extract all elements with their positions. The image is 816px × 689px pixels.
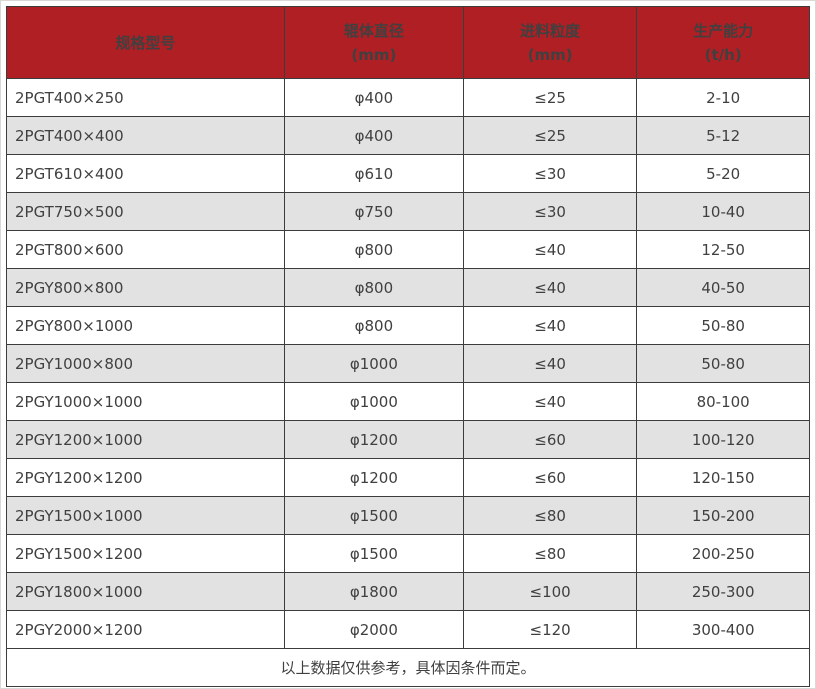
cell-capacity: 250-300 bbox=[636, 572, 810, 611]
cell-feed-size: ≤30 bbox=[462, 154, 638, 193]
cell-model: 2PGT610×400 bbox=[6, 154, 285, 193]
header-roller-diameter-unit: (mm) bbox=[351, 45, 397, 64]
cell-feed-size: ≤40 bbox=[462, 382, 638, 421]
cell-capacity: 5-12 bbox=[636, 116, 810, 155]
cell-model: 2PGY1500×1200 bbox=[6, 534, 285, 573]
table-row: 2PGY1500×1000 φ1500 ≤80 150-200 bbox=[6, 496, 810, 535]
table-row: 2PGY2000×1200 φ2000 ≤120 300-400 bbox=[6, 610, 810, 649]
cell-capacity: 40-50 bbox=[636, 268, 810, 307]
cell-feed-size: ≤60 bbox=[462, 420, 638, 459]
header-model: 规格型号 bbox=[6, 6, 285, 79]
cell-model: 2PGY800×1000 bbox=[6, 306, 285, 345]
header-row: 规格型号 辊体直径 (mm) 进料粒度 (mm) 生产能力 (t/h) bbox=[6, 6, 810, 79]
cell-model: 2PGT400×400 bbox=[6, 116, 285, 155]
cell-roller-diameter: φ400 bbox=[283, 116, 464, 155]
table-row: 2PGY1800×1000 φ1800 ≤100 250-300 bbox=[6, 572, 810, 611]
cell-roller-diameter: φ750 bbox=[283, 192, 464, 231]
cell-feed-size: ≤60 bbox=[462, 458, 638, 497]
cell-feed-size: ≤30 bbox=[462, 192, 638, 231]
cell-model: 2PGT750×500 bbox=[6, 192, 285, 231]
cell-capacity: 80-100 bbox=[636, 382, 810, 421]
cell-feed-size: ≤100 bbox=[462, 572, 638, 611]
cell-capacity: 50-80 bbox=[636, 344, 810, 383]
table-row: 2PGY1200×1000 φ1200 ≤60 100-120 bbox=[6, 420, 810, 459]
table-row: 2PGT400×400 φ400 ≤25 5-12 bbox=[6, 116, 810, 155]
cell-capacity: 100-120 bbox=[636, 420, 810, 459]
cell-model: 2PGY1800×1000 bbox=[6, 572, 285, 611]
header-capacity-label: 生产能力 bbox=[693, 21, 754, 40]
table-row: 2PGY1000×800 φ1000 ≤40 50-80 bbox=[6, 344, 810, 383]
table-row: 2PGY1500×1200 φ1500 ≤80 200-250 bbox=[6, 534, 810, 573]
header-model-label: 规格型号 bbox=[115, 33, 176, 52]
cell-feed-size: ≤80 bbox=[462, 496, 638, 535]
cell-feed-size: ≤80 bbox=[462, 534, 638, 573]
table-row: 2PGY1000×1000 φ1000 ≤40 80-100 bbox=[6, 382, 810, 421]
cell-model: 2PGT400×250 bbox=[6, 78, 285, 117]
table-body: 2PGT400×250 φ400 ≤25 2-10 2PGT400×400 φ400 ≤25… bbox=[6, 78, 810, 649]
cell-roller-diameter: φ1800 bbox=[283, 572, 464, 611]
cell-feed-size: ≤40 bbox=[462, 306, 638, 345]
header-feed-size-unit: (mm) bbox=[527, 45, 573, 64]
cell-feed-size: ≤40 bbox=[462, 268, 638, 307]
footer-note: 以上数据仅供参考，具体因条件而定。 bbox=[6, 648, 810, 687]
header-capacity-unit: (t/h) bbox=[704, 45, 742, 64]
table-row: 2PGY800×800 φ800 ≤40 40-50 bbox=[6, 268, 810, 307]
cell-roller-diameter: φ610 bbox=[283, 154, 464, 193]
cell-model: 2PGY2000×1200 bbox=[6, 610, 285, 649]
cell-capacity: 12-50 bbox=[636, 230, 810, 269]
cell-roller-diameter: φ800 bbox=[283, 230, 464, 269]
header-feed-size: 进料粒度 (mm) bbox=[462, 6, 638, 79]
table-footer: 以上数据仅供参考，具体因条件而定。 bbox=[6, 648, 810, 687]
cell-roller-diameter: φ1000 bbox=[283, 344, 464, 383]
cell-feed-size: ≤40 bbox=[462, 344, 638, 383]
header-feed-size-label: 进料粒度 bbox=[520, 21, 581, 40]
cell-roller-diameter: φ1000 bbox=[283, 382, 464, 421]
cell-capacity: 150-200 bbox=[636, 496, 810, 535]
cell-roller-diameter: φ400 bbox=[283, 78, 464, 117]
cell-roller-diameter: φ1200 bbox=[283, 458, 464, 497]
cell-model: 2PGY1200×1000 bbox=[6, 420, 285, 459]
header-roller-diameter-label: 辊体直径 bbox=[343, 21, 404, 40]
cell-roller-diameter: φ2000 bbox=[283, 610, 464, 649]
table-row: 2PGY1200×1200 φ1200 ≤60 120-150 bbox=[6, 458, 810, 497]
cell-feed-size: ≤25 bbox=[462, 116, 638, 155]
cell-roller-diameter: φ1500 bbox=[283, 534, 464, 573]
table-row: 2PGT400×250 φ400 ≤25 2-10 bbox=[6, 78, 810, 117]
table-row: 2PGT610×400 φ610 ≤30 5-20 bbox=[6, 154, 810, 193]
cell-model: 2PGY1500×1000 bbox=[6, 496, 285, 535]
cell-feed-size: ≤25 bbox=[462, 78, 638, 117]
cell-roller-diameter: φ1500 bbox=[283, 496, 464, 535]
header-roller-diameter: 辊体直径 (mm) bbox=[283, 6, 464, 79]
cell-capacity: 10-40 bbox=[636, 192, 810, 231]
cell-roller-diameter: φ1200 bbox=[283, 420, 464, 459]
cell-model: 2PGY800×800 bbox=[6, 268, 285, 307]
table-row: 2PGY800×1000 φ800 ≤40 50-80 bbox=[6, 306, 810, 345]
cell-capacity: 120-150 bbox=[636, 458, 810, 497]
cell-feed-size: ≤120 bbox=[462, 610, 638, 649]
table-header: 规格型号 辊体直径 (mm) 进料粒度 (mm) 生产能力 (t/h) bbox=[6, 6, 810, 79]
header-capacity: 生产能力 (t/h) bbox=[636, 6, 810, 79]
cell-model: 2PGY1000×800 bbox=[6, 344, 285, 383]
cell-capacity: 2-10 bbox=[636, 78, 810, 117]
cell-model: 2PGT800×600 bbox=[6, 230, 285, 269]
cell-feed-size: ≤40 bbox=[462, 230, 638, 269]
cell-capacity: 50-80 bbox=[636, 306, 810, 345]
cell-roller-diameter: φ800 bbox=[283, 268, 464, 307]
cell-roller-diameter: φ800 bbox=[283, 306, 464, 345]
footer-row: 以上数据仅供参考，具体因条件而定。 bbox=[6, 648, 810, 687]
table-row: 2PGT800×600 φ800 ≤40 12-50 bbox=[6, 230, 810, 269]
cell-capacity: 200-250 bbox=[636, 534, 810, 573]
spec-table: 规格型号 辊体直径 (mm) 进料粒度 (mm) 生产能力 (t/h) 2PGT… bbox=[6, 6, 810, 687]
cell-model: 2PGY1000×1000 bbox=[6, 382, 285, 421]
table-row: 2PGT750×500 φ750 ≤30 10-40 bbox=[6, 192, 810, 231]
cell-model: 2PGY1200×1200 bbox=[6, 458, 285, 497]
cell-capacity: 300-400 bbox=[636, 610, 810, 649]
cell-capacity: 5-20 bbox=[636, 154, 810, 193]
